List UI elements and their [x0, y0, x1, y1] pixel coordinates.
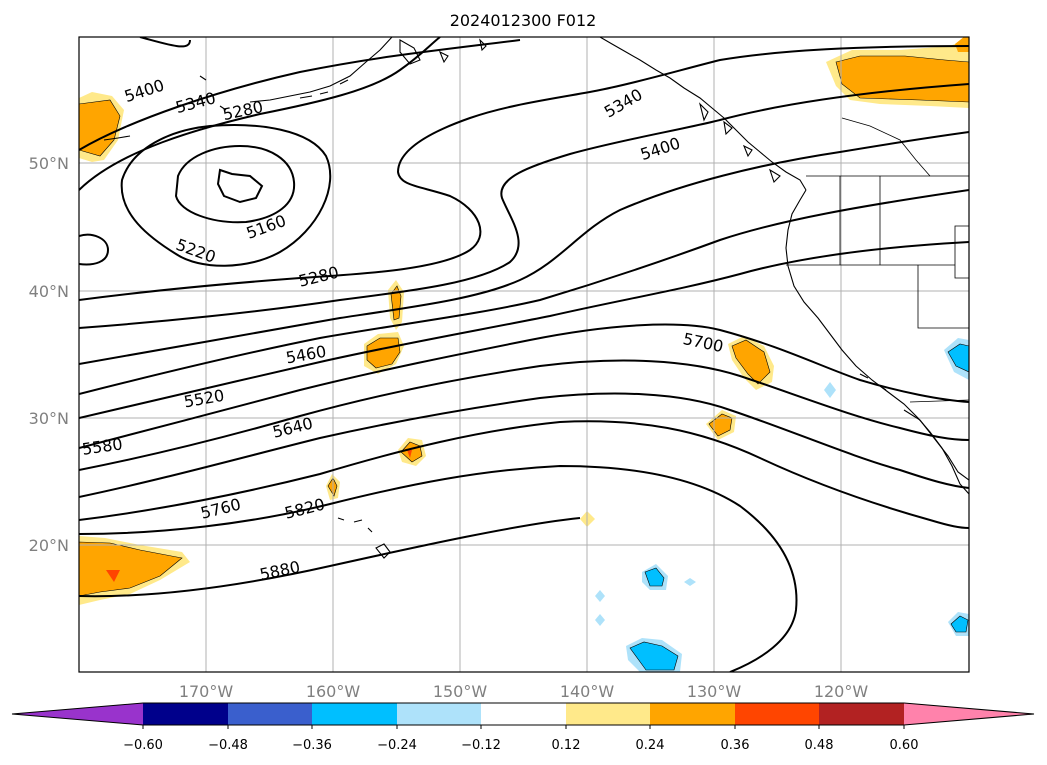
- colorbar-tick-label: 0.48: [805, 738, 834, 753]
- colorbar-tick-label: −0.60: [123, 738, 163, 753]
- map-title: 2024012300 F012: [450, 11, 597, 30]
- colorbar-segment: [397, 703, 481, 725]
- colorbar-tick-label: 0.24: [636, 738, 665, 753]
- lon-label-130w: 130°W: [687, 682, 742, 701]
- lon-label-120w: 120°W: [814, 682, 869, 701]
- lon-label-160w: 160°W: [306, 682, 361, 701]
- map-frame: [78, 36, 970, 673]
- colorbar-segment: [312, 703, 397, 725]
- latitude-labels: 50°N 40°N 30°N 20°N: [29, 154, 69, 555]
- colorbar-tick-label: −0.48: [208, 738, 248, 753]
- map-area: 5400 5340 5280 5160 5220 5280 5460 5520 …: [79, 37, 969, 672]
- colorbar-tick-label: 0.12: [552, 738, 581, 753]
- colorbar: −0.60 −0.48 −0.36 −0.24 −0.12 0.12 0.24 …: [11, 702, 1035, 753]
- colorbar-segment: [566, 703, 650, 725]
- colorbar-segment: [650, 703, 735, 725]
- colorbar-segment: [228, 703, 312, 725]
- lon-label-150w: 150°W: [433, 682, 488, 701]
- shaded-anomalies: [79, 37, 969, 672]
- colorbar-extend-low: [12, 703, 143, 725]
- colorbar-ticks: [142, 725, 905, 729]
- colorbar-segment: [735, 703, 819, 725]
- lat-label-20n: 20°N: [29, 536, 69, 555]
- lon-label-170w: 170°W: [179, 682, 234, 701]
- lat-label-40n: 40°N: [29, 282, 69, 301]
- lon-label-140w: 140°W: [560, 682, 615, 701]
- colorbar-tick-label: 0.36: [721, 738, 750, 753]
- colorbar-segment: [481, 703, 566, 725]
- lat-label-50n: 50°N: [29, 154, 69, 173]
- height-contours: [79, 37, 969, 672]
- longitude-labels: 170°W 160°W 150°W 140°W 130°W 120°W: [179, 682, 869, 701]
- coastlines: [103, 37, 969, 559]
- colorbar-segment: [819, 703, 904, 725]
- colorbar-tick-label: −0.24: [377, 738, 417, 753]
- colorbar-tick-label: −0.12: [461, 738, 501, 753]
- colorbar-tick-label: −0.36: [292, 738, 332, 753]
- colorbar-tick-label: 0.60: [890, 738, 919, 753]
- colorbar-extend-high: [904, 703, 1034, 725]
- colorbar-segment: [143, 703, 228, 725]
- lat-label-30n: 30°N: [29, 409, 69, 428]
